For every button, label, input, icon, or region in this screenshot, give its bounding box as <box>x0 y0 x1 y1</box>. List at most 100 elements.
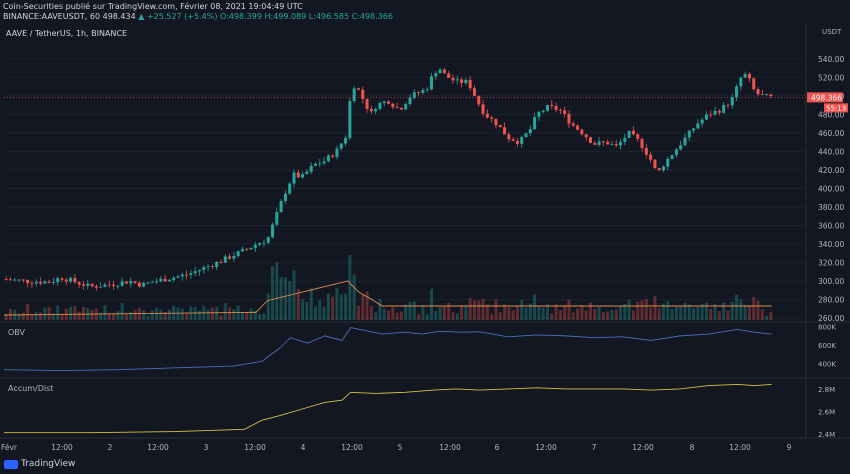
volume-bar <box>215 306 219 320</box>
time-tick-label: 6 <box>495 443 500 452</box>
volume-bar <box>567 299 571 320</box>
price-tick-label: 260.00 <box>818 314 844 323</box>
candle-body <box>296 172 300 178</box>
candle-body <box>361 89 365 99</box>
obv-tick-label: 400K <box>818 360 836 368</box>
volume-bar <box>515 306 519 320</box>
volume-bar <box>661 303 666 320</box>
volume-bar <box>717 311 721 320</box>
volume-bar <box>558 310 562 320</box>
candle-body <box>172 277 176 280</box>
candle-body <box>588 137 592 143</box>
volume-bar <box>99 312 103 320</box>
candle-body <box>322 161 326 164</box>
candle-body <box>417 92 421 94</box>
volume-bar <box>490 314 494 320</box>
candle-body <box>185 274 189 276</box>
change-value: ▲ +25.527 (+5.4%) <box>138 12 218 21</box>
volume-bar <box>726 310 730 320</box>
volume-bar <box>112 312 116 320</box>
volume-bar <box>588 302 592 320</box>
volume-bar <box>133 310 137 320</box>
candle-body <box>623 137 627 143</box>
candle-body <box>700 119 704 124</box>
candle-body <box>472 88 476 96</box>
candle-body <box>202 267 206 271</box>
volume-bar <box>142 310 146 320</box>
candle-body <box>193 271 197 274</box>
volume-bar <box>619 305 623 320</box>
volume-bar <box>576 308 580 320</box>
candle-body <box>189 273 193 275</box>
candle-body <box>563 110 567 114</box>
volume-bar <box>752 297 756 320</box>
candle-body <box>313 163 317 166</box>
volume-bar <box>21 312 25 320</box>
volume-bar <box>365 291 369 320</box>
volume-bar <box>524 307 528 320</box>
volume-bar <box>374 312 378 320</box>
candle-body <box>670 155 674 159</box>
candle-body <box>554 106 558 110</box>
volume-bar <box>434 310 438 320</box>
volume-bar <box>271 266 275 320</box>
volume-bar <box>507 307 511 320</box>
candle-body <box>460 79 464 84</box>
candle-body <box>150 282 154 284</box>
footer-brand[interactable]: TradingView <box>4 459 75 469</box>
accum-line <box>4 384 772 434</box>
volume-bar <box>159 309 163 320</box>
candle-body <box>735 86 739 98</box>
candle-body <box>464 79 468 84</box>
candle-body <box>468 79 472 89</box>
candle-body <box>447 73 451 78</box>
candle-body <box>374 108 378 112</box>
volume-bar <box>296 288 300 320</box>
candle-body <box>597 141 601 145</box>
volume-bar <box>442 306 446 320</box>
candle-body <box>391 103 395 108</box>
candle-body <box>292 172 296 184</box>
candle-body <box>640 138 644 148</box>
candle-body <box>73 277 77 283</box>
candle-body <box>258 243 262 245</box>
candle-body <box>511 139 515 141</box>
volume-bar <box>81 306 85 320</box>
candle-body <box>537 112 541 117</box>
volume-bar <box>47 307 51 320</box>
candle-body <box>167 279 171 282</box>
publisher-line: Coin-Securities publié sur TradingView.c… <box>3 2 303 11</box>
volume-bar <box>313 306 317 320</box>
volume-bar <box>309 288 313 320</box>
candle-body <box>124 281 128 284</box>
candle-body <box>240 249 244 252</box>
candle-body <box>661 166 666 171</box>
candle-body <box>236 251 240 256</box>
candle-body <box>481 104 485 114</box>
price-tick-label: 320.00 <box>818 259 844 268</box>
volume-bar <box>4 314 8 320</box>
volume-bar <box>451 311 455 320</box>
time-tick-label: 2 <box>108 443 113 452</box>
candle-body <box>206 266 210 268</box>
candle-body <box>421 90 425 93</box>
candle-body <box>571 123 575 126</box>
volume-bar <box>545 304 550 320</box>
candle-body <box>13 279 17 281</box>
volume-bar <box>636 301 640 320</box>
time-tick-label: 4 <box>301 443 306 452</box>
time-tick-label: 12:00 <box>51 443 73 452</box>
candle-body <box>30 282 34 284</box>
volume-bar <box>245 312 249 320</box>
candle-body <box>223 256 227 263</box>
candle-body <box>356 88 360 90</box>
candle-body <box>137 282 141 287</box>
volume-bar <box>735 294 739 320</box>
volume-bar <box>73 306 77 320</box>
time-tick-label: 12:00 <box>341 443 363 452</box>
candle-body <box>756 89 760 95</box>
candle-body <box>524 133 528 138</box>
candle-body <box>503 127 507 135</box>
time-tick-label: 12:00 <box>147 443 169 452</box>
